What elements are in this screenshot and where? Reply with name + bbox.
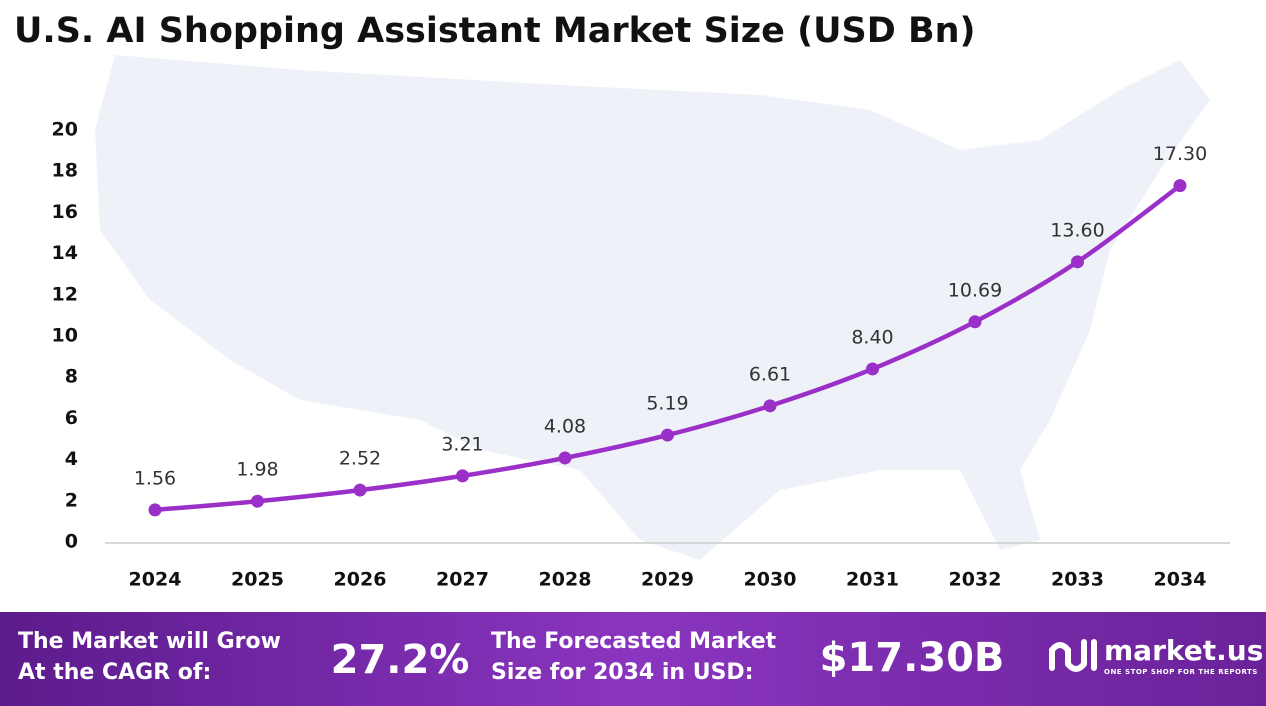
y-tick-label: 14 — [52, 242, 78, 264]
x-tick-label: 2028 — [539, 569, 592, 591]
marker — [353, 483, 367, 497]
value-label: 10.69 — [948, 279, 1002, 301]
chart-title: U.S. AI Shopping Assistant Market Size (… — [14, 11, 976, 51]
value-label: 13.60 — [1050, 219, 1104, 241]
value-label: 8.40 — [851, 326, 893, 348]
forecast-label: The Forecasted Market — [491, 629, 777, 654]
value-label: 17.30 — [1153, 143, 1207, 165]
brand-tagline: ONE STOP SHOP FOR THE REPORTS — [1104, 668, 1258, 676]
x-tick-label: 2033 — [1051, 569, 1104, 591]
map-background — [95, 55, 1210, 560]
forecast-value: $17.30B — [820, 635, 1005, 681]
marker — [251, 494, 264, 508]
y-tick-label: 20 — [52, 119, 78, 141]
y-tick-label: 8 — [65, 366, 78, 388]
x-tick-label: 2027 — [436, 569, 489, 591]
y-tick-label: 4 — [65, 448, 78, 470]
y-tick-label: 0 — [65, 531, 78, 553]
value-label: 1.98 — [236, 459, 278, 481]
footer: The Market will Grow At the CAGR of: 27.2%… — [18, 629, 1263, 685]
marker — [558, 451, 572, 465]
x-tick-label: 2031 — [846, 569, 899, 591]
y-tick-label: 16 — [52, 201, 78, 223]
x-tick-label: 2026 — [334, 569, 387, 591]
x-tick-label: 2032 — [949, 569, 1002, 591]
value-label: 1.56 — [134, 467, 176, 489]
marker — [148, 503, 162, 517]
value-label: 3.21 — [441, 433, 483, 455]
x-tick-label: 2034 — [1154, 569, 1207, 591]
y-tick-label: 6 — [65, 407, 78, 429]
value-label: 2.52 — [339, 448, 381, 470]
y-tick-label: 2 — [65, 489, 78, 511]
y-tick-label: 10 — [52, 325, 78, 347]
x-tick-label: 2030 — [744, 569, 797, 591]
marker — [763, 399, 777, 413]
footer-band — [0, 612, 1266, 706]
value-label: 5.19 — [646, 393, 688, 415]
y-tick-label: 18 — [52, 160, 78, 182]
cagr-value: 27.2% — [331, 637, 470, 683]
value-label: 4.08 — [544, 415, 586, 437]
marker — [968, 315, 982, 329]
marker — [661, 428, 674, 442]
forecast-label: Size for 2034 in USD: — [491, 660, 754, 685]
x-tick-label: 2024 — [129, 569, 182, 591]
marker — [866, 362, 879, 376]
value-label: 6.61 — [749, 363, 791, 385]
brand-name: market.us — [1104, 634, 1263, 667]
marker — [1173, 179, 1187, 193]
cagr-label: At the CAGR of: — [18, 660, 211, 685]
cagr-label: The Market will Grow — [18, 629, 281, 654]
x-tick-label: 2029 — [641, 569, 694, 591]
y-tick-label: 12 — [52, 283, 78, 305]
marker — [1071, 255, 1084, 269]
brand-logo — [1049, 639, 1097, 672]
x-tick-label: 2025 — [231, 569, 284, 591]
marker — [456, 469, 469, 483]
